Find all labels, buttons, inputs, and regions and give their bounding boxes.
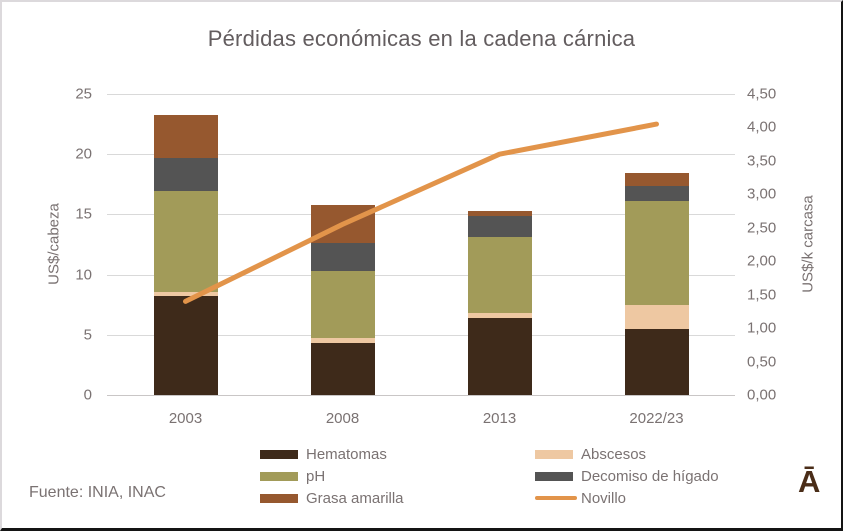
gridline <box>107 214 735 216</box>
right-axis-tick-label: 0,00 <box>747 386 777 404</box>
bar-segment-decomiso-de-h-gado <box>467 215 532 238</box>
x-axis-tick-label: 2013 <box>482 410 517 427</box>
bar-segment-hematomas <box>624 328 689 395</box>
legend-label: Decomiso de hígado <box>581 467 719 485</box>
bar-segment-hematomas <box>310 343 375 395</box>
chart-title: Pérdidas económicas en la cadena cárnica <box>207 26 636 51</box>
bar-segment-grasa-amarilla <box>153 115 218 159</box>
x-axis-labels: 2003 2008 2013 2022/23 <box>107 410 735 430</box>
gridline <box>107 274 735 276</box>
bar-segment-grasa-amarilla <box>467 210 532 216</box>
bar-segment-ph <box>467 237 532 314</box>
gridline <box>107 154 735 156</box>
right-axis-tick-label: 2,00 <box>747 252 777 270</box>
legend-column: Hematomas pH Grasa amarilla <box>260 443 404 509</box>
legend-item-hematomas: Hematomas <box>260 443 404 465</box>
gridline <box>107 395 735 396</box>
right-axis-tick-label: 3,00 <box>747 185 777 203</box>
legend-item-novillo: Novillo <box>535 487 719 509</box>
left-axis-ticks: 0 5 10 15 20 25 <box>2 86 92 404</box>
bar-segment-ph <box>624 201 689 305</box>
legend-item-ph: pH <box>260 465 404 487</box>
bar-segment-decomiso-de-h-gado <box>153 158 218 191</box>
bar-segment-hematomas <box>467 317 532 395</box>
x-axis-tick-label: 2008 <box>325 410 360 427</box>
legend-color-swatch <box>260 493 298 503</box>
left-axis-tick-label: 10 <box>75 266 92 284</box>
legend: Hematomas pH Grasa amarilla Abscesos Decomis… <box>2 443 841 509</box>
right-axis-tick-label: 3,50 <box>747 152 777 170</box>
left-axis-tick-label: 15 <box>75 205 92 223</box>
right-axis-tick-label: 4,50 <box>747 85 777 103</box>
gridline <box>107 94 735 95</box>
logo-mark: Ā <box>798 464 821 499</box>
bar-segment-abscesos <box>153 292 218 297</box>
legend-color-swatch <box>260 449 298 459</box>
legend-label: Hematomas <box>306 445 387 463</box>
legend-line-swatch <box>535 496 577 500</box>
legend-label: Novillo <box>581 489 627 507</box>
legend-color-swatch <box>535 471 573 481</box>
gridline <box>107 334 735 336</box>
bar-segment-grasa-amarilla <box>624 173 689 186</box>
legend-label: pH <box>306 467 326 485</box>
bar-segment-hematomas <box>153 296 218 395</box>
legend-item-grasa-amarilla: Grasa amarilla <box>260 487 404 509</box>
bar-segment-ph <box>153 190 218 293</box>
left-axis-tick-label: 20 <box>75 145 92 163</box>
bar-segment-abscesos <box>310 337 375 344</box>
line-series-layer <box>183 121 659 304</box>
legend-item-decomiso-de-h-gado: Decomiso de hígado <box>535 465 719 487</box>
legend-label: Abscesos <box>581 445 647 463</box>
right-axis-tick-label: 1,50 <box>747 286 777 304</box>
bar-segment-ph <box>310 271 375 338</box>
left-axis-tick-label: 25 <box>75 85 92 103</box>
right-axis-tick-label: 0,50 <box>747 353 777 371</box>
legend-column: Abscesos Decomiso de hígado Novillo <box>535 443 719 509</box>
source-note: Fuente: INIA, INAC <box>29 484 166 501</box>
bar-segment-decomiso-de-h-gado <box>624 185 689 202</box>
legend-item-abscesos: Abscesos <box>535 443 719 465</box>
right-axis-ticks: 0,00 0,50 1,00 1,50 2,00 2,50 3,00 3,50 4,00 4,50 <box>747 86 817 404</box>
bar-segment-abscesos <box>467 313 532 318</box>
legend-color-swatch <box>260 471 298 481</box>
line-series-novillo <box>183 121 659 304</box>
right-axis-tick-label: 2,50 <box>747 219 777 237</box>
left-axis-tick-label: 0 <box>83 386 92 404</box>
left-axis-tick-label: 5 <box>83 326 92 344</box>
legend-color-swatch <box>535 449 573 459</box>
plot-area <box>107 94 735 396</box>
right-axis-tick-label: 1,00 <box>747 319 777 337</box>
right-axis-tick-label: 4,00 <box>747 118 777 136</box>
bar-segment-decomiso-de-h-gado <box>310 243 375 271</box>
x-axis-tick-label: 2022/23 <box>629 410 684 427</box>
legend-label: Grasa amarilla <box>306 489 404 507</box>
x-axis-tick-label: 2003 <box>168 410 203 427</box>
bar-segment-abscesos <box>624 304 689 329</box>
